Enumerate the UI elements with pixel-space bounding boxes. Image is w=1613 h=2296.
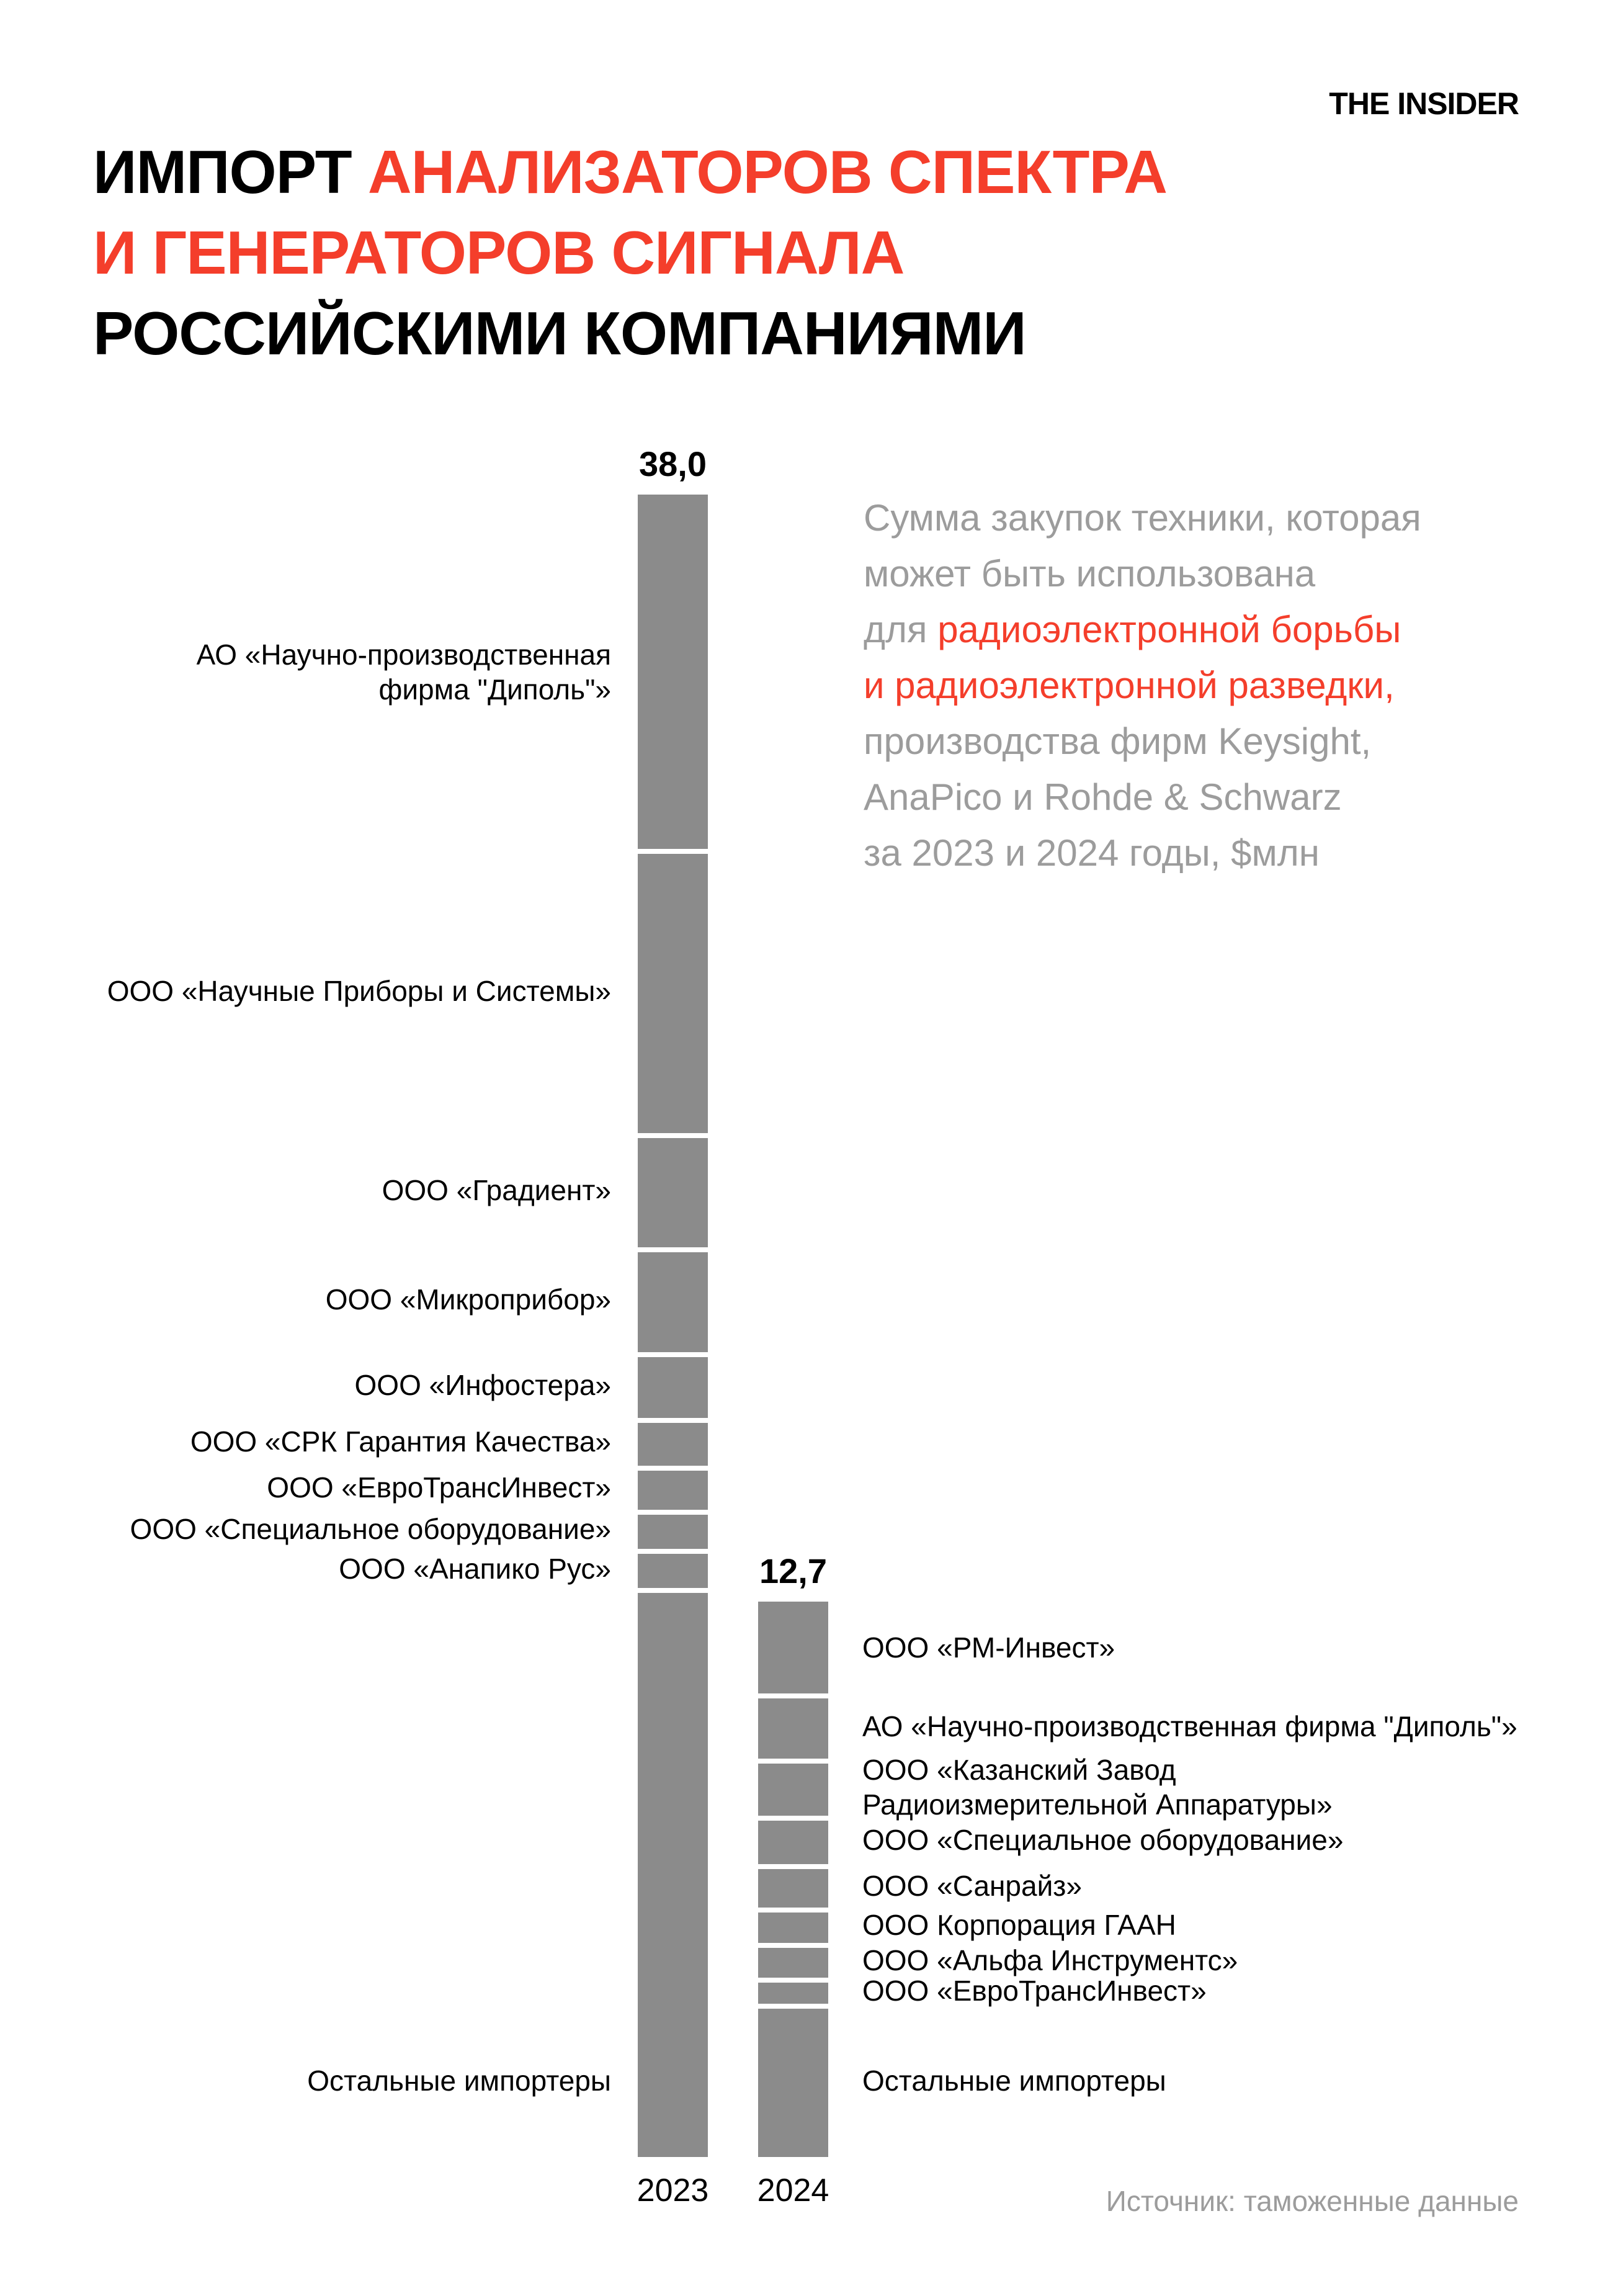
subtitle-line: за 2023 и 2024 годы, $млн	[864, 825, 1421, 881]
subtitle-line-part: за 2023 и 2024 годы, $млн	[864, 832, 1320, 874]
subtitle-line-part: Сумма закупок техники, которая	[864, 497, 1421, 539]
title-line-part: АНАЛИЗАТОРОВ СПЕКТРА	[367, 138, 1168, 206]
bar-total-label: 12,7	[759, 1551, 827, 1590]
bar-segment	[638, 1247, 708, 1352]
segment-label: ООО «Микроприбор»	[325, 1283, 611, 1316]
bar-segment	[638, 1588, 708, 2157]
segment-label: ООО «Казанский Завод Радиоизмерительной …	[862, 1754, 1333, 1821]
title-line-part: РОССИЙСКИМИ КОМПАНИЯМИ	[93, 299, 1027, 367]
subtitle-line: может быть использована	[864, 546, 1421, 602]
subtitle-line-part: может быть использована	[864, 553, 1316, 594]
subtitle-line: для радиоэлектронной борьбы	[864, 602, 1421, 658]
segment-label: ООО «СРК Гарантия Качества»	[190, 1425, 611, 1458]
chart-subtitle: Сумма закупок техники, которая может быть…	[864, 490, 1421, 881]
segment-label: Остальные импортеры	[307, 2064, 611, 2097]
bar-2023	[638, 495, 708, 2157]
subtitle-line-part: производства фирм Keysight,	[864, 720, 1372, 762]
title-line: ИМПОРТ АНАЛИЗАТОРОВ СПЕКТРА	[93, 132, 1168, 212]
bar-segment	[758, 1908, 828, 1943]
bar-segment	[758, 1942, 828, 1978]
bar-segment	[758, 1759, 828, 1816]
bar-segment	[638, 1133, 708, 1247]
bar-2024	[758, 1601, 828, 2157]
page-title: ИМПОРТ АНАЛИЗАТОРОВ СПЕКТРА И ГЕНЕРАТОРОВ…	[93, 132, 1168, 374]
segment-label: ООО «Анапико Рус»	[339, 1552, 611, 1585]
bar-segment	[758, 1977, 828, 2004]
bar-segment	[758, 1816, 828, 1864]
bar-segment	[638, 1509, 708, 1549]
bar-segment	[758, 2004, 828, 2157]
subtitle-line-part: для	[864, 609, 938, 650]
logo: THE INSIDER	[1329, 86, 1519, 121]
bar-segment	[638, 1417, 708, 1466]
segment-label: Остальные импортеры	[862, 2064, 1166, 2097]
subtitle-line: и радиоэлектронной разведки,	[864, 658, 1421, 714]
subtitle-line: Сумма закупок техники, которая	[864, 490, 1421, 546]
segment-label: ООО «Специальное оборудование»	[130, 1513, 611, 1546]
bar-segment	[758, 1863, 828, 1908]
bar-segment	[638, 1466, 708, 1510]
subtitle-line-part: AnaPico и Rohde & Schwarz	[864, 776, 1342, 818]
segment-label: ООО «Научные Приборы и Системы»	[107, 975, 611, 1008]
bar-total-label: 38,0	[639, 444, 707, 483]
title-line-part: ИМПОРТ	[93, 138, 368, 206]
segment-label: АО «Научно-производственная фирма "Дипол…	[862, 1710, 1517, 1742]
segment-label: ООО «ЕвроТрансИнвест»	[862, 1975, 1207, 2007]
subtitle-line: AnaPico и Rohde & Schwarz	[864, 769, 1421, 825]
title-line-part: И ГЕНЕРАТОРОВ СИГНАЛА	[93, 218, 905, 287]
bar-segment	[638, 1352, 708, 1418]
subtitle-line-part: радиоэлектронной борьбы	[937, 609, 1401, 650]
source-note: Источник: таможенные данные	[1106, 2185, 1519, 2217]
segment-label: ООО «РМ-Инвест»	[862, 1631, 1115, 1664]
segment-label: ООО «Градиент»	[382, 1173, 611, 1206]
bar-segment	[758, 1693, 828, 1759]
bar-segment	[758, 1601, 828, 1693]
title-line: РОССИЙСКИМИ КОМПАНИЯМИ	[93, 293, 1167, 374]
segment-label: ООО «ЕвроТрансИнвест»	[267, 1471, 611, 1504]
segment-label: ООО «Альфа Инструментс»	[862, 1944, 1238, 1976]
axis-year-label: 2023	[637, 2173, 709, 2209]
segment-label: ООО «Инфостера»	[354, 1368, 611, 1401]
segment-label: ООО «Санрайз»	[862, 1869, 1082, 1902]
bar-segment	[638, 1549, 708, 1589]
bar-segment	[638, 849, 708, 1134]
title-line: И ГЕНЕРАТОРОВ СИГНАЛА	[93, 212, 1167, 293]
segment-label: АО «Научно-производственная фирма "Дипол…	[196, 638, 611, 706]
axis-year-label: 2024	[757, 2173, 829, 2209]
segment-label: ООО «Специальное оборудование»	[862, 1823, 1344, 1856]
segment-label: ООО Корпорация ГААН	[862, 1909, 1176, 1942]
subtitle-line: производства фирм Keysight,	[864, 714, 1421, 769]
bar-segment	[638, 495, 708, 850]
subtitle-line-part: и радиоэлектронной разведки,	[864, 665, 1395, 706]
